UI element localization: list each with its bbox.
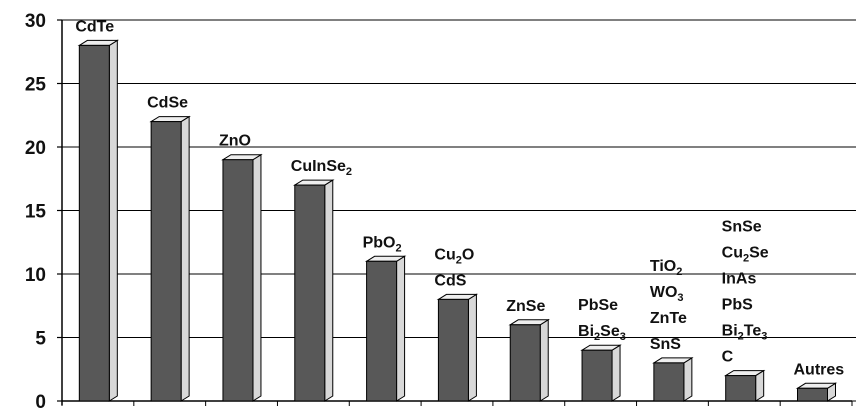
category-label: InAs: [722, 271, 757, 288]
bar-side: [683, 356, 693, 402]
bar-front: [725, 375, 757, 402]
bar-front: [366, 260, 398, 402]
category-label: ZnSe: [506, 298, 545, 315]
y-tick-label: 5: [35, 329, 46, 350]
bar-front: [150, 121, 182, 402]
bar-front: [78, 44, 110, 402]
bar: [364, 255, 407, 402]
category-label: SnS: [650, 336, 681, 353]
bar-side: [324, 179, 334, 402]
category-label: TiO2: [650, 258, 683, 278]
y-tick-label: 15: [25, 202, 47, 223]
bar-side: [396, 255, 406, 402]
category-label: Bi2Se3: [578, 323, 626, 343]
bar: [436, 293, 479, 402]
bar-side: [467, 293, 477, 402]
bar: [149, 115, 191, 402]
category-label: CdS: [434, 272, 466, 289]
bar-side: [180, 115, 190, 402]
category-label: Cu2Se: [722, 245, 769, 265]
bar-front: [437, 298, 469, 402]
bar-front: [653, 362, 685, 402]
category-label: ZnO: [219, 133, 251, 150]
y-tick-label: 30: [25, 11, 46, 32]
bar: [293, 179, 335, 402]
category-label: PbS: [722, 297, 753, 314]
bar-front: [797, 387, 828, 402]
bar-side: [611, 344, 621, 402]
category-label: SnSe: [722, 219, 762, 236]
bar: [723, 369, 766, 402]
bar-side: [252, 153, 262, 402]
y-tick-label: 0: [35, 392, 46, 411]
category-label: PbSe: [578, 297, 618, 314]
bar-front: [509, 324, 541, 402]
category-label: Cu2O: [434, 246, 474, 266]
category-label: C: [722, 349, 734, 366]
bar-side: [108, 39, 118, 402]
bar: [652, 356, 694, 402]
category-label: PbO2: [363, 234, 402, 254]
bar: [508, 318, 550, 402]
category-label: CdTe: [75, 18, 114, 35]
bar-side: [539, 318, 549, 402]
bar-front: [222, 159, 254, 402]
y-tick-label: 25: [25, 75, 47, 96]
category-label: CdSe: [147, 95, 188, 112]
category-label: Bi2Te3: [722, 323, 768, 343]
category-label: CuInSe2: [291, 158, 352, 178]
bar: [795, 382, 838, 402]
bar: [580, 344, 622, 402]
category-label: Autres: [794, 361, 845, 378]
bar-front: [581, 349, 613, 402]
bar: [221, 153, 263, 402]
y-tick-label: 10: [25, 265, 46, 286]
bar: [77, 39, 120, 402]
bar-front: [294, 184, 326, 402]
category-label: ZnTe: [650, 310, 687, 327]
category-label: WO3: [650, 284, 684, 304]
y-tick-label: 20: [25, 138, 46, 159]
